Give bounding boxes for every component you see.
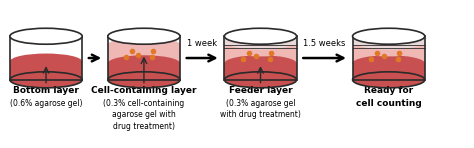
Text: Cell-containing layer: Cell-containing layer <box>91 86 197 95</box>
Bar <box>10 36 82 80</box>
Bar <box>224 41 297 48</box>
Bar <box>108 36 180 80</box>
Bar <box>353 63 425 80</box>
Ellipse shape <box>353 72 425 88</box>
Bar <box>224 36 297 80</box>
Ellipse shape <box>224 28 297 44</box>
Bar <box>353 41 425 48</box>
Text: (0.3% agarose gel: (0.3% agarose gel <box>226 99 295 108</box>
Text: Feeder layer: Feeder layer <box>228 86 292 95</box>
Ellipse shape <box>10 28 82 44</box>
Text: Ready for: Ready for <box>364 86 413 95</box>
Bar <box>224 63 297 80</box>
Ellipse shape <box>108 28 180 44</box>
Ellipse shape <box>10 72 82 88</box>
Text: 1 week: 1 week <box>187 39 217 48</box>
Ellipse shape <box>224 72 297 88</box>
Ellipse shape <box>353 28 425 44</box>
Text: cell counting: cell counting <box>356 99 421 108</box>
Ellipse shape <box>108 37 180 53</box>
Ellipse shape <box>353 40 425 56</box>
Text: (0.3% cell-containing: (0.3% cell-containing <box>103 99 184 108</box>
Ellipse shape <box>108 55 180 71</box>
Bar <box>353 48 425 63</box>
Ellipse shape <box>224 33 297 49</box>
Bar <box>108 63 180 80</box>
Text: (0.6% agarose gel): (0.6% agarose gel) <box>10 99 82 108</box>
Ellipse shape <box>10 72 82 88</box>
Ellipse shape <box>224 55 297 71</box>
Bar <box>353 36 425 80</box>
Ellipse shape <box>10 54 82 70</box>
Ellipse shape <box>108 28 180 44</box>
Ellipse shape <box>353 28 425 44</box>
Ellipse shape <box>108 72 180 88</box>
Text: agarose gel with: agarose gel with <box>112 110 176 119</box>
Ellipse shape <box>353 72 425 88</box>
Ellipse shape <box>224 28 297 44</box>
Bar <box>353 36 425 80</box>
Ellipse shape <box>10 28 82 44</box>
Text: 1.5 weeks: 1.5 weeks <box>303 39 346 48</box>
Bar <box>224 48 297 63</box>
Text: drug treatment): drug treatment) <box>113 122 175 131</box>
Ellipse shape <box>224 72 297 88</box>
Ellipse shape <box>224 40 297 56</box>
Bar <box>224 36 297 80</box>
Bar <box>10 62 82 80</box>
Ellipse shape <box>108 72 180 88</box>
Ellipse shape <box>353 55 425 71</box>
Bar <box>108 36 180 80</box>
Text: Bottom layer: Bottom layer <box>13 86 79 95</box>
Ellipse shape <box>353 33 425 49</box>
Bar <box>10 36 82 80</box>
Text: with drug treatment): with drug treatment) <box>220 110 301 119</box>
Bar <box>108 45 180 63</box>
